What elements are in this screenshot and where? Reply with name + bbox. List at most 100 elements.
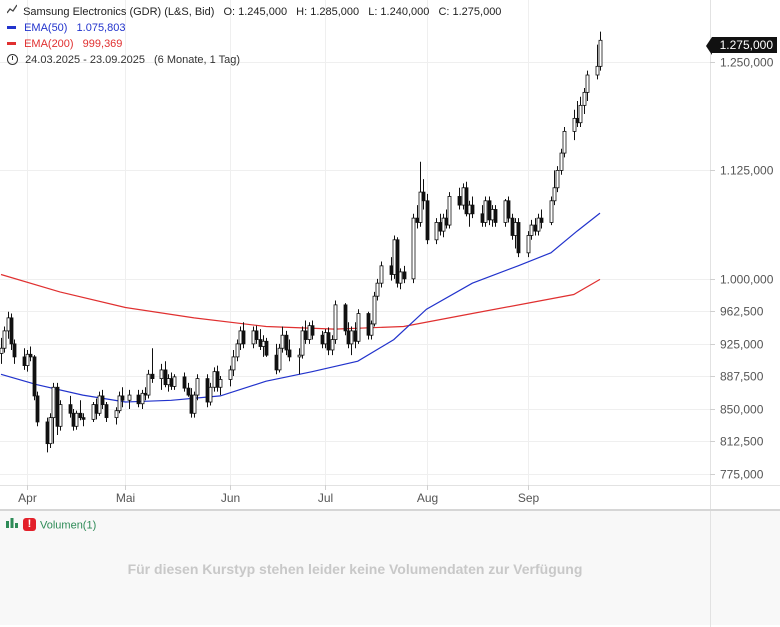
ema50-line <box>0 212 601 403</box>
candle-body <box>356 313 361 342</box>
candle <box>392 235 397 279</box>
candle <box>143 387 148 401</box>
candle <box>582 88 587 115</box>
candle-body <box>189 394 194 414</box>
volume-axis-divider <box>710 511 711 627</box>
candle <box>536 213 541 236</box>
candle <box>78 400 83 421</box>
candle-body <box>25 353 30 366</box>
candle-body <box>45 421 50 445</box>
candle-body <box>353 330 358 342</box>
candle-body <box>379 265 384 284</box>
x-axis-ticks: Apr Mai Jun Jul Aug Sep <box>18 485 539 505</box>
candle-body <box>35 395 40 423</box>
x-tick-label: Sep <box>518 491 540 505</box>
candle <box>516 218 521 258</box>
ema50-legend[interactable]: EMA(50) 1.075,803 <box>7 20 125 36</box>
candle-body <box>510 217 515 236</box>
candle-body <box>513 222 518 236</box>
candle <box>441 213 446 238</box>
candle-body <box>274 354 279 371</box>
candle <box>438 213 443 236</box>
candle-body <box>434 222 439 241</box>
candle <box>192 391 197 418</box>
candle <box>163 361 168 388</box>
y-tick-label: 887,500 <box>720 370 764 384</box>
candle <box>100 389 105 409</box>
candle-body <box>235 343 240 358</box>
candle-body <box>238 330 243 345</box>
candle <box>470 196 475 219</box>
period-info: 24.03.2025 - 23.09.2025 (6 Monate, 1 Tag… <box>7 52 240 68</box>
candle-body <box>398 271 403 284</box>
ema200-legend[interactable]: EMA(200) 999,369 <box>7 36 122 52</box>
candle <box>169 372 174 390</box>
candle-body <box>346 330 351 345</box>
candle <box>320 330 325 349</box>
candle <box>264 337 269 357</box>
candle-body <box>470 204 475 215</box>
candle-body <box>71 412 76 427</box>
candle-body <box>464 187 469 215</box>
candle <box>254 325 259 344</box>
candle-body <box>287 349 292 358</box>
ema50-swatch <box>7 25 16 29</box>
candle <box>434 218 439 245</box>
candle <box>117 391 122 414</box>
candle <box>35 391 40 427</box>
y-tick-label: 962,500 <box>720 305 764 319</box>
candle <box>333 300 338 344</box>
candle <box>51 382 56 444</box>
candle <box>120 387 125 408</box>
candle <box>91 402 96 422</box>
candle-body <box>28 353 33 358</box>
candle <box>444 209 449 229</box>
candle-body <box>333 304 338 340</box>
candle <box>366 311 371 340</box>
candle <box>506 196 511 223</box>
candle <box>303 320 308 344</box>
candle-body <box>104 404 109 419</box>
candle <box>372 291 377 327</box>
candle-body <box>549 200 554 223</box>
candle <box>297 348 302 375</box>
volume-header[interactable]: ! Volumen(1) <box>6 518 96 532</box>
candle-body <box>74 412 79 427</box>
candle-body <box>231 356 236 371</box>
candle-body <box>402 271 407 280</box>
candlestick-series <box>0 31 603 453</box>
candle <box>526 231 531 258</box>
candle <box>461 183 466 210</box>
candle <box>287 339 292 362</box>
candle <box>127 389 132 409</box>
candle-body <box>251 330 256 345</box>
candle-body <box>6 317 11 332</box>
candle <box>483 196 488 227</box>
candle <box>487 196 492 226</box>
candle <box>146 369 151 399</box>
candle <box>58 400 63 431</box>
candle <box>6 311 11 339</box>
candle <box>349 326 354 356</box>
candle <box>238 326 243 350</box>
candle-body <box>552 187 557 202</box>
candle-body <box>490 209 495 221</box>
candle <box>418 161 423 227</box>
candle-body <box>536 217 541 232</box>
candle-body <box>438 222 443 232</box>
candle-body <box>51 386 56 419</box>
instrument-name: Samsung Electronics (GDR) (L&S, Bid) <box>23 6 215 18</box>
candle-body <box>143 392 148 396</box>
price-chart[interactable]: 1.250,000 1.125,000 1.000,000 962,500 925,00… <box>0 0 780 509</box>
y-tick-label: 812,500 <box>720 435 764 449</box>
candle <box>447 192 452 229</box>
candle-body <box>297 354 302 358</box>
candle-body <box>172 376 177 387</box>
candle <box>480 205 485 227</box>
candle-body <box>280 334 285 349</box>
volume-no-data-message: Für diesen Kurstyp stehen leider keine V… <box>127 561 583 577</box>
candle-body <box>395 239 400 284</box>
candle <box>186 382 191 397</box>
candle <box>182 372 187 392</box>
y-tick-label: 850,000 <box>720 403 764 417</box>
